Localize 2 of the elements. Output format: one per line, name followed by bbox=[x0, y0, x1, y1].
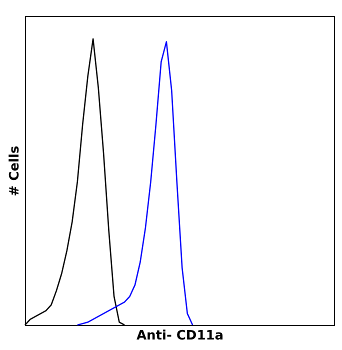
x-axis-title: Anti- CD11a bbox=[136, 328, 224, 344]
y-axis-title: # Cells bbox=[8, 146, 22, 196]
